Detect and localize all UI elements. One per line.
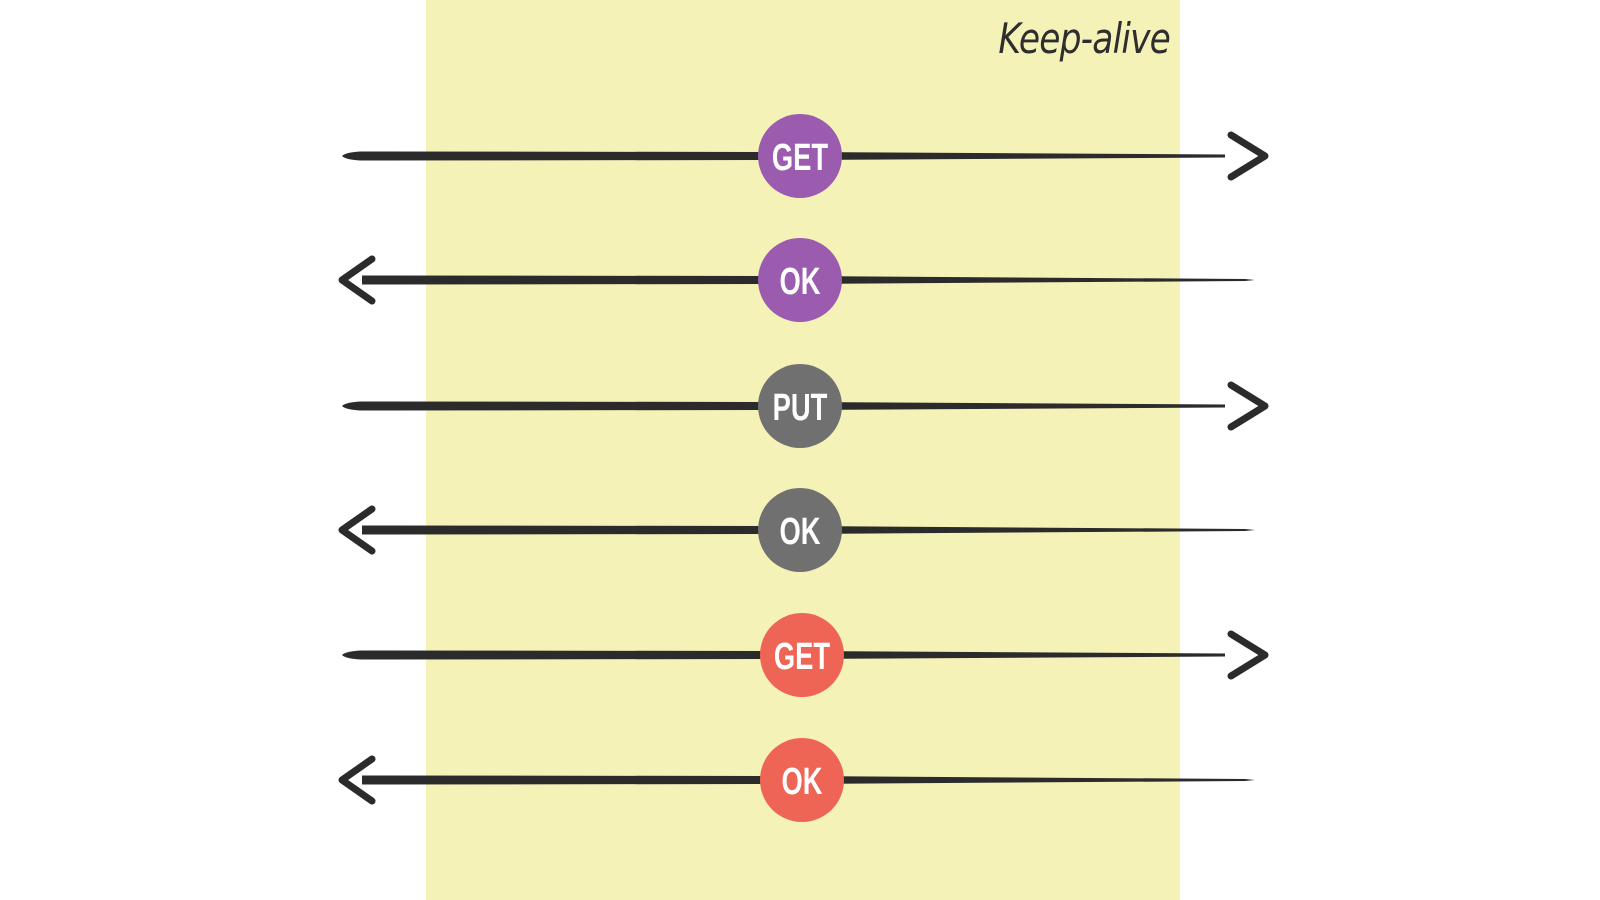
message-arrow-6: OK xyxy=(338,738,1255,822)
message-label: OK xyxy=(779,261,820,303)
keep-alive-label: Keep-alive xyxy=(998,14,1170,63)
arrow-head-left-icon xyxy=(338,755,376,805)
message-arrow-3: PUT xyxy=(342,364,1269,448)
message-arrow-1: GET xyxy=(342,114,1269,198)
message-badge xyxy=(760,738,844,822)
message-badge xyxy=(758,488,842,572)
message-label: PUT xyxy=(773,387,828,429)
arrow-head-right-icon xyxy=(1227,381,1269,431)
arrow-head-left-icon xyxy=(338,505,376,555)
message-badge xyxy=(758,364,842,448)
arrow-head-right-icon xyxy=(1227,131,1269,181)
message-arrow-2: OK xyxy=(338,238,1255,322)
message-arrow-4: OK xyxy=(338,488,1255,572)
message-label: OK xyxy=(781,761,822,803)
arrow-head-right-icon xyxy=(1227,630,1269,680)
arrow-head-left-icon xyxy=(338,255,376,305)
message-label: GET xyxy=(774,636,830,678)
message-badge xyxy=(758,114,842,198)
message-label: OK xyxy=(779,511,820,553)
message-badge xyxy=(758,238,842,322)
message-label: GET xyxy=(772,137,828,179)
message-arrow-5: GET xyxy=(342,613,1269,697)
message-badge xyxy=(760,613,844,697)
